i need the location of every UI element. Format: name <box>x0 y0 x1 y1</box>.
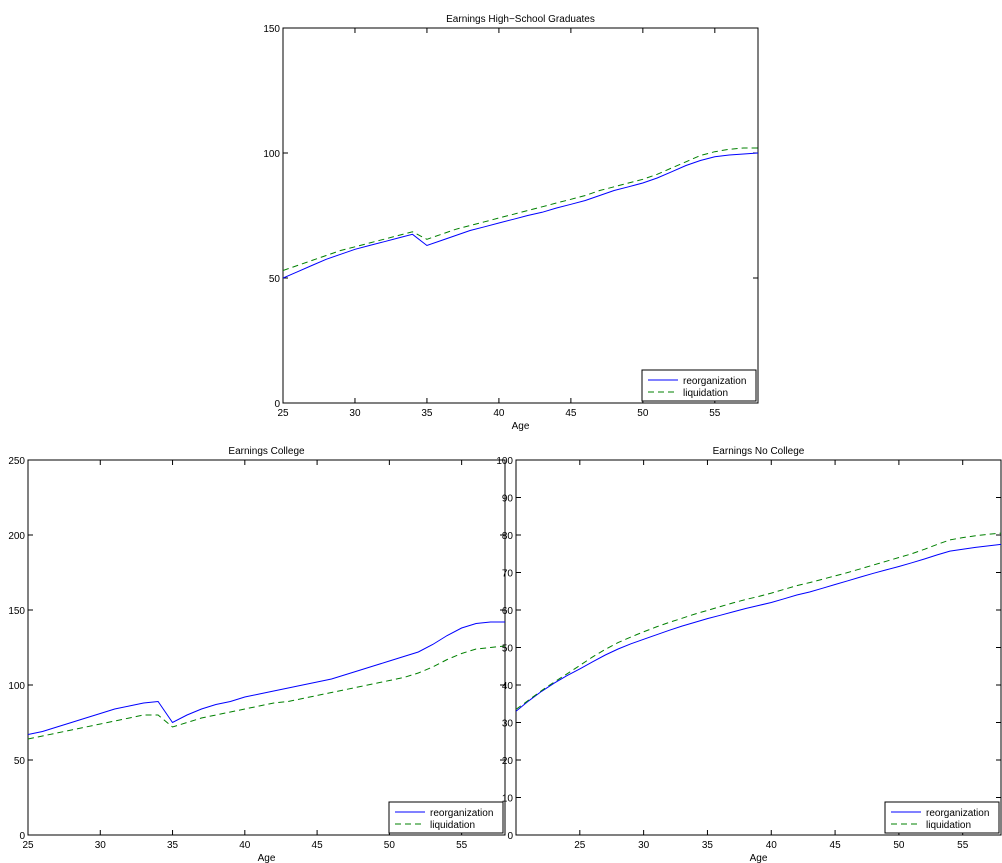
x-tick-label: 25 <box>22 840 34 851</box>
y-tick-label: 40 <box>502 681 514 692</box>
y-tick-label: 100 <box>496 456 513 467</box>
series-line-liquidation <box>516 532 1001 710</box>
series-line-liquidation <box>283 147 758 271</box>
x-tick-label: 35 <box>702 840 714 851</box>
x-axis-label: Age <box>750 853 768 863</box>
y-tick-label: 80 <box>502 531 514 542</box>
chart-title: Earnings College <box>228 446 305 457</box>
y-tick-label: 10 <box>502 794 514 805</box>
x-tick-label: 45 <box>312 840 324 851</box>
plot-area <box>282 27 759 404</box>
legend-label-liquidation: liquidation <box>430 820 475 831</box>
chart-hs: Earnings High−School Graduates Age 25 30 35 4… <box>263 14 759 432</box>
x-tick-label: 55 <box>957 840 969 851</box>
x-tick-label: 50 <box>893 840 905 851</box>
y-tick-label: 90 <box>502 494 514 505</box>
y-tick-label: 20 <box>502 756 514 767</box>
x-tick-label: 30 <box>349 408 361 419</box>
y-tick-label: 150 <box>8 606 25 617</box>
y-tick-label: 30 <box>502 719 514 730</box>
y-tick-label: 200 <box>8 531 25 542</box>
y-tick-label: 50 <box>269 274 281 285</box>
y-tick-label: 60 <box>502 606 514 617</box>
y-tick-label: 50 <box>14 756 26 767</box>
x-tick-label: 45 <box>830 840 842 851</box>
legend-box <box>388 801 504 834</box>
x-tick-label: 40 <box>493 408 505 419</box>
y-tick-label: 0 <box>19 831 25 842</box>
x-axis-label: Age <box>258 853 276 863</box>
x-tick-label: 30 <box>95 840 107 851</box>
x-tick-label: 50 <box>637 408 649 419</box>
x-tick-label: 35 <box>167 840 179 851</box>
legend-box <box>884 801 1000 834</box>
series-line-reorganization <box>283 152 758 279</box>
x-tick-label: 45 <box>565 408 577 419</box>
x-tick-label: 30 <box>638 840 650 851</box>
legend-label-reorganization: reorganization <box>926 808 989 819</box>
x-tick-label: 35 <box>421 408 433 419</box>
series-line-liquidation <box>28 645 505 740</box>
legend-label-liquidation: liquidation <box>683 388 728 399</box>
y-tick-label: 100 <box>263 149 280 160</box>
x-tick-label: 25 <box>277 408 289 419</box>
x-tick-label: 40 <box>766 840 778 851</box>
y-tick-label: 50 <box>502 644 514 655</box>
x-tick-label: 25 <box>574 840 586 851</box>
chart-title: Earnings High−School Graduates <box>446 14 595 25</box>
plot-area <box>515 459 1002 836</box>
legend-label-reorganization: reorganization <box>683 376 746 387</box>
y-tick-label: 0 <box>274 399 280 410</box>
series-line-reorganization <box>28 621 505 735</box>
x-tick-label: 55 <box>456 840 468 851</box>
chart-title: Earnings No College <box>713 446 805 457</box>
chart-college: Earnings College Age 25 30 35 40 45 50 55 0 50 100 1… <box>8 446 506 863</box>
x-tick-label: 50 <box>384 840 396 851</box>
legend-box <box>641 369 757 402</box>
x-axis-label: Age <box>512 421 530 432</box>
y-tick-label: 250 <box>8 456 25 467</box>
chart-nocollege: Earnings No College Age 25 30 35 40 45 50 55 0 10 2… <box>496 446 1002 863</box>
y-tick-label: 0 <box>507 831 513 842</box>
x-tick-label: 55 <box>709 408 721 419</box>
plot-area <box>27 459 506 836</box>
legend-label-liquidation: liquidation <box>926 820 971 831</box>
y-tick-label: 100 <box>8 681 25 692</box>
x-tick-label: 40 <box>239 840 251 851</box>
y-tick-label: 70 <box>502 569 514 580</box>
y-tick-label: 150 <box>263 24 280 35</box>
series-line-reorganization <box>516 543 1001 712</box>
legend-label-reorganization: reorganization <box>430 808 493 819</box>
